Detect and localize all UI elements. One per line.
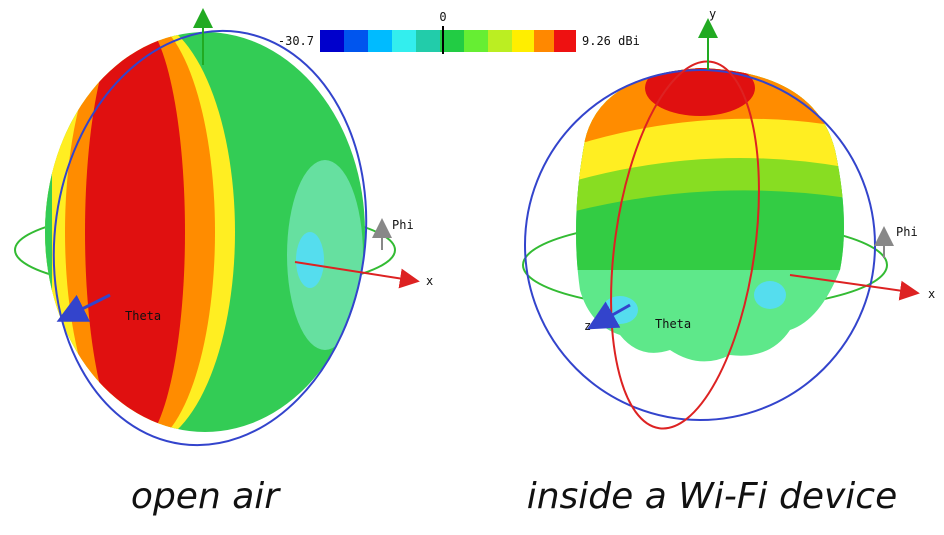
x-label: x [426,274,433,288]
null-core [296,232,324,288]
theta-label: Theta [655,317,691,331]
caption: inside a Wi-Fi device [527,476,898,517]
caption: open air [131,476,281,517]
y-label: y [709,7,716,21]
pattern-wifi-device: y Phi x z Theta [523,7,935,438]
color-step [392,30,416,52]
colorbar-mid: 0 [439,10,446,24]
color-step [368,30,392,52]
theta-label: Theta [125,309,161,323]
color-step [344,30,368,52]
phi-label: Phi [392,218,414,232]
colorbar-min: -30.7 [278,34,314,48]
figure: -30.7 0 9.26 dBi Phi x Theta [0,0,944,535]
null-core [754,281,786,309]
gain-surface [560,60,860,380]
band-red [645,60,755,116]
x-label: x [928,287,935,301]
color-step [534,30,554,52]
band-red [85,17,185,447]
phi-label: Phi [896,225,918,239]
color-bar: -30.7 0 9.26 dBi [278,10,640,54]
color-step [512,30,534,52]
color-step [554,30,576,52]
color-step [320,30,344,52]
color-step [488,30,512,52]
colorbar-max: 9.26 dBi [582,34,640,48]
band-yellow [52,20,64,440]
pattern-open-air: Phi x Theta [15,10,433,465]
band-green [40,20,52,440]
color-step [464,30,488,52]
z-label: z [584,319,591,333]
color-step [416,30,440,52]
page: -30.7 0 9.26 dBi Phi x Theta [0,0,944,535]
